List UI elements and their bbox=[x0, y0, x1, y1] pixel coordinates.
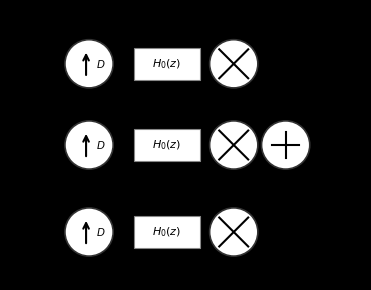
Text: $D$: $D$ bbox=[96, 58, 105, 70]
Ellipse shape bbox=[210, 40, 258, 88]
Text: $H_0(z)$: $H_0(z)$ bbox=[152, 57, 181, 70]
Ellipse shape bbox=[65, 208, 113, 256]
Text: $H_0(z)$: $H_0(z)$ bbox=[152, 225, 181, 239]
Text: $D$: $D$ bbox=[96, 226, 105, 238]
Ellipse shape bbox=[65, 121, 113, 169]
FancyBboxPatch shape bbox=[134, 129, 200, 161]
Ellipse shape bbox=[210, 208, 258, 256]
Ellipse shape bbox=[262, 121, 310, 169]
Ellipse shape bbox=[210, 121, 258, 169]
Text: $D$: $D$ bbox=[96, 139, 105, 151]
FancyBboxPatch shape bbox=[134, 48, 200, 80]
FancyBboxPatch shape bbox=[134, 216, 200, 248]
Ellipse shape bbox=[65, 40, 113, 88]
Text: $H_0(z)$: $H_0(z)$ bbox=[152, 138, 181, 152]
